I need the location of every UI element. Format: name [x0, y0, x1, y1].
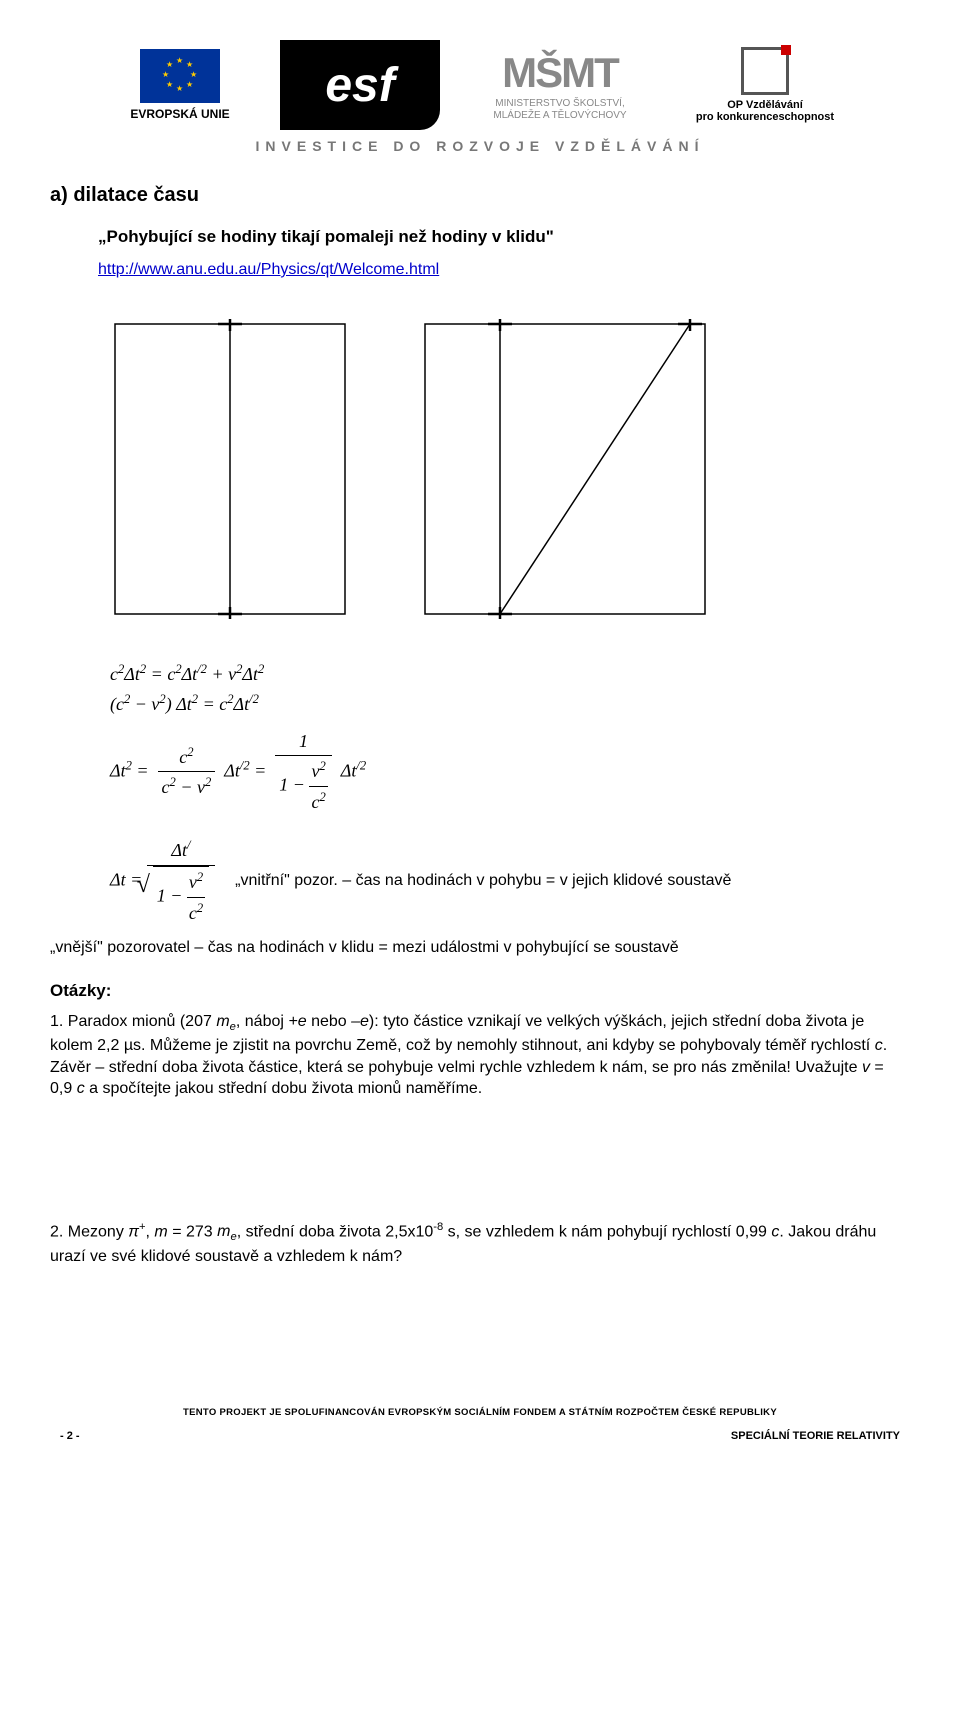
reference-link[interactable]: http://www.anu.edu.au/Physics/qt/Welcome… — [98, 261, 439, 278]
diagram-moving-frame — [420, 319, 710, 619]
light-clock-diagrams — [110, 319, 910, 619]
eu-flag-icon: ★ ★ ★ ★ ★ ★ ★ ★ — [140, 49, 220, 103]
section-heading: a) dilatace času — [50, 184, 910, 207]
formula-line-3: Δt2 = c2c2 − v2 Δt/2 = 11 − v2c2 Δt/2 — [110, 727, 910, 817]
eu-logo: ★ ★ ★ ★ ★ ★ ★ ★ EVROPSKÁ UNIE — [110, 45, 250, 125]
ministry-line2: MLÁDEŽE A TĚLOVÝCHOVY — [470, 110, 650, 122]
op-square-icon — [741, 47, 789, 95]
esf-logo: esf — [280, 40, 440, 130]
op-logo: OP Vzdělávání pro konkurenceschopnost — [680, 47, 850, 123]
formula-line-2: (c2 − v2) Δt2 = c2Δt/2 — [110, 689, 910, 719]
esf-label: esf — [325, 58, 394, 113]
formula-note-2: „vnější" pozorovatel – čas na hodinách v… — [50, 937, 910, 959]
op-line2: pro konkurenceschopnost — [680, 111, 850, 123]
page-number: - 2 - — [60, 1430, 80, 1442]
formula-line-4: Δt = Δt/√1 − v2c2 — [110, 835, 215, 927]
header-logos: ★ ★ ★ ★ ★ ★ ★ ★ EVROPSKÁ UNIE esf MŠMT M… — [50, 40, 910, 130]
diagram-rest-frame — [110, 319, 350, 619]
op-line1: OP Vzdělávání — [680, 99, 850, 111]
eu-label: EVROPSKÁ UNIE — [130, 107, 229, 121]
derivation-formulas: c2Δt2 = c2Δt/2 + v2Δt2 (c2 − v2) Δt2 = c… — [110, 659, 910, 927]
ministry-logo: MŠMT MINISTERSTVO ŠKOLSTVÍ, MLÁDEŽE A TĚ… — [470, 48, 650, 122]
question-1: 1. Paradox mionů (207 me, náboj +e nebo … — [50, 1011, 910, 1100]
ministry-abbrev: MŠMT — [470, 48, 650, 98]
questions-heading: Otázky: — [50, 981, 910, 1001]
page-footer: - 2 - SPECIÁLNÍ TEORIE RELATIVITY — [50, 1430, 910, 1442]
funding-footer: TENTO PROJEKT JE SPOLUFINANCOVÁN EVROPSK… — [50, 1407, 910, 1418]
ministry-line1: MINISTERSTVO ŠKOLSTVÍ, — [470, 98, 650, 110]
invest-tagline: INVESTICE DO ROZVOJE VZDĚLÁVÁNÍ — [50, 138, 910, 154]
question-2: 2. Mezony π+, m = 273 me, střední doba ž… — [50, 1220, 910, 1267]
doc-title: SPECIÁLNÍ TEORIE RELATIVITY — [731, 1430, 900, 1442]
quote-text: „Pohybující se hodiny tikají pomaleji ne… — [98, 227, 910, 247]
formula-note-1: „vnitřní" pozor. – čas na hodinách v poh… — [235, 868, 731, 894]
formula-line-1: c2Δt2 = c2Δt/2 + v2Δt2 — [110, 659, 910, 689]
